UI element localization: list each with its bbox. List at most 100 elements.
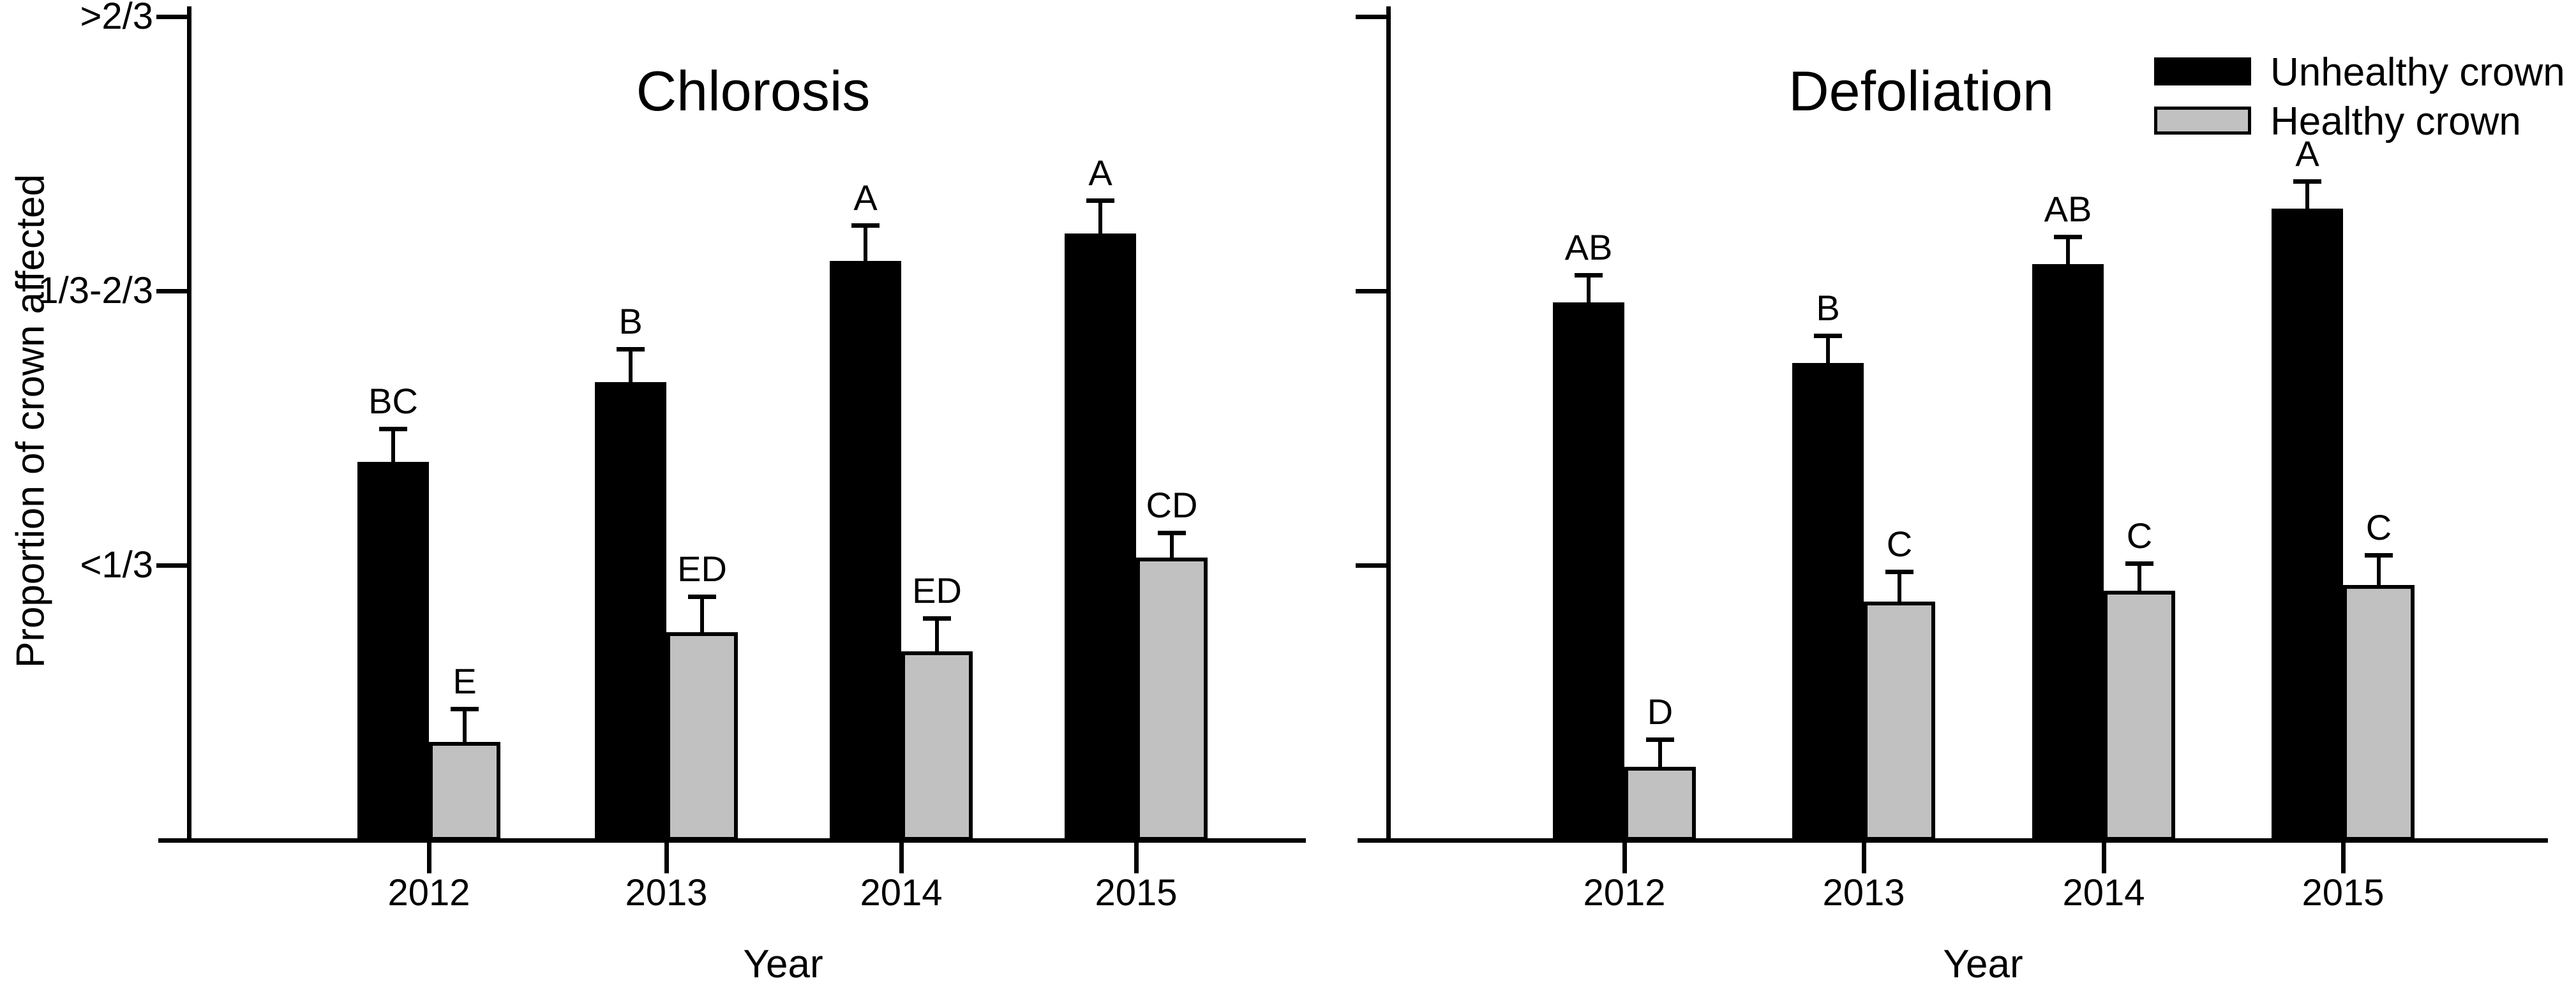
panel1-ytick-top xyxy=(156,15,187,19)
error-bar-line xyxy=(864,225,867,261)
error-bar-line xyxy=(391,429,395,462)
ytick-label-gt-two-thirds: >2/3 xyxy=(80,0,154,37)
error-bar-cap xyxy=(1885,570,1913,574)
sig-letter: A xyxy=(2295,133,2319,174)
error-bar-cap xyxy=(1575,273,1603,278)
sig-letter: C xyxy=(2126,515,2153,556)
sig-letter: BC xyxy=(368,381,418,421)
sig-letter: ED xyxy=(912,570,962,611)
sig-letter: AB xyxy=(1564,227,1613,267)
error-bar-line xyxy=(1587,275,1591,302)
error-bar-cap xyxy=(1646,737,1674,742)
error-bar-cap xyxy=(2293,179,2321,184)
x-tick xyxy=(426,843,431,873)
panel1-ytick-mid xyxy=(156,289,187,293)
error-bar-cap xyxy=(2365,553,2393,558)
bar-healthy xyxy=(2343,585,2415,841)
panel2-ytick-top xyxy=(1356,15,1386,19)
error-bar-cap xyxy=(1086,198,1114,203)
error-bar-line xyxy=(629,349,633,382)
sig-letter: ED xyxy=(677,549,727,589)
error-bar-cap xyxy=(1158,531,1186,535)
sig-letter: E xyxy=(453,661,477,701)
bar-unhealthy xyxy=(1553,302,1624,841)
error-bar-cap xyxy=(379,427,407,431)
error-bar-cap xyxy=(923,616,951,621)
bar-unhealthy xyxy=(595,382,666,841)
panel1-x-axis-title: Year xyxy=(743,942,823,986)
error-bar-line xyxy=(1170,533,1174,558)
sig-letter: B xyxy=(1816,288,1840,328)
x-tick-label: 2014 xyxy=(860,872,943,914)
bar-healthy xyxy=(901,651,973,841)
sig-letter: CD xyxy=(1146,485,1198,525)
error-bar-line xyxy=(1826,336,1830,363)
error-bar-cap xyxy=(688,595,716,599)
bar-healthy xyxy=(666,632,738,841)
panel2-ytick-low xyxy=(1356,563,1386,568)
sig-letter: A xyxy=(1088,152,1112,193)
panel2-x-axis-line xyxy=(1358,838,2548,843)
sig-letter: B xyxy=(618,301,643,341)
error-bar-line xyxy=(2138,563,2141,591)
panel2-ytick-mid xyxy=(1356,289,1386,293)
error-bar-line xyxy=(700,596,704,632)
error-bar-line xyxy=(935,618,939,651)
x-tick xyxy=(1622,843,1627,873)
bar-unhealthy xyxy=(357,462,429,841)
sig-letter: D xyxy=(1647,692,1674,732)
error-bar-cap xyxy=(851,223,880,228)
bar-unhealthy xyxy=(2032,264,2104,841)
bar-unhealthy xyxy=(1065,233,1136,841)
bar-healthy xyxy=(1624,767,1696,841)
error-bar-line xyxy=(1658,739,1662,767)
error-bar-line xyxy=(1098,200,1102,233)
sig-letter: C xyxy=(2365,507,2392,547)
error-bar-cap xyxy=(1814,334,1842,338)
x-tick xyxy=(1134,843,1139,873)
error-bar-line xyxy=(463,709,467,742)
bar-unhealthy xyxy=(2272,209,2343,841)
bar-healthy xyxy=(429,742,500,841)
bar-healthy xyxy=(1864,602,1935,841)
x-tick-label: 2012 xyxy=(1583,872,1666,914)
panel1-title: Chlorosis xyxy=(636,59,871,122)
bar-unhealthy xyxy=(1792,363,1864,841)
bar-unhealthy xyxy=(830,261,901,841)
x-tick-label: 2012 xyxy=(387,872,470,914)
legend-label-unhealthy: Unhealthy crown xyxy=(2270,50,2565,94)
x-tick-label: 2014 xyxy=(2062,872,2145,914)
error-bar-cap xyxy=(2054,235,2082,239)
error-bar-cap xyxy=(451,707,479,711)
bar-healthy xyxy=(1136,558,1208,841)
x-tick-label: 2015 xyxy=(1095,872,1178,914)
panel1-ytick-low xyxy=(156,563,187,568)
legend-label-healthy: Healthy crown xyxy=(2270,100,2521,144)
ytick-label-one-to-two-thirds: 1/3-2/3 xyxy=(38,270,153,311)
legend-swatch-unhealthy xyxy=(2154,57,2251,85)
sig-letter: AB xyxy=(2044,189,2092,229)
sig-letter: C xyxy=(1886,524,1913,564)
x-tick-label: 2013 xyxy=(625,872,708,914)
x-tick xyxy=(664,843,669,873)
error-bar-line xyxy=(1898,572,1901,602)
x-tick xyxy=(2101,843,2106,873)
x-tick-label: 2015 xyxy=(2302,872,2385,914)
panel1-y-axis-line xyxy=(187,6,191,843)
error-bar-line xyxy=(2377,555,2381,585)
x-tick xyxy=(2340,843,2346,873)
legend-swatch-healthy xyxy=(2154,107,2251,135)
error-bar-line xyxy=(2066,237,2070,264)
bar-healthy xyxy=(2104,591,2175,841)
x-tick xyxy=(899,843,904,873)
sig-letter: A xyxy=(853,177,878,218)
x-tick-label: 2013 xyxy=(1822,872,1905,914)
error-bar-cap xyxy=(2125,561,2153,566)
x-tick xyxy=(1861,843,1866,873)
panel2-y-axis-line xyxy=(1386,6,1391,843)
panel2-x-axis-title: Year xyxy=(1943,942,2023,986)
error-bar-cap xyxy=(617,347,645,352)
panel2-title: Defoliation xyxy=(1788,59,2054,122)
